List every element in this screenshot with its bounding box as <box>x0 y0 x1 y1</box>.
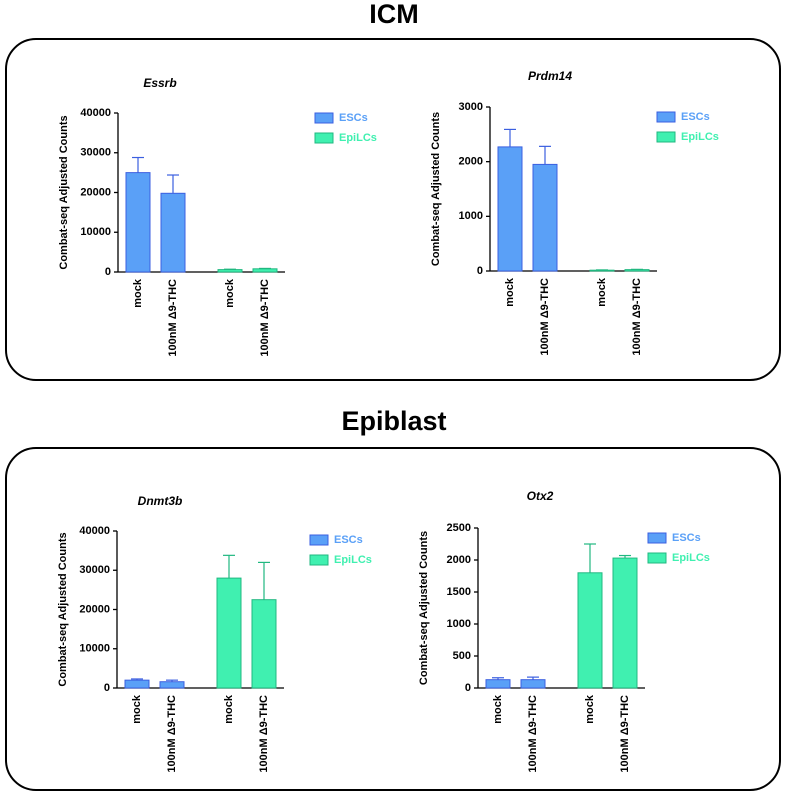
error-bar <box>223 555 235 578</box>
legend-label: EpiLCs <box>334 554 372 566</box>
legend-swatch <box>648 553 666 563</box>
x-tick-label: mock <box>131 694 143 724</box>
x-tick-label: mock <box>504 277 516 307</box>
y-tick-label: 1500 <box>447 586 471 598</box>
x-tick-label: mock <box>223 694 235 724</box>
y-axis-label: Combat-seq Adjusted Counts <box>58 115 70 269</box>
x-tick-label: 100nM Δ9-THC <box>619 695 631 773</box>
y-tick-label: 20000 <box>79 603 110 615</box>
bar <box>160 682 184 688</box>
x-tick-label: 100nM Δ9-THC <box>166 695 178 773</box>
y-tick-label: 0 <box>477 265 483 277</box>
chart-title: Otx2 <box>527 489 554 503</box>
panel-box <box>6 448 780 790</box>
y-tick-label: 2000 <box>459 156 483 168</box>
x-tick-label: mock <box>132 278 144 308</box>
x-tick-label: mock <box>492 694 504 724</box>
x-tick-label: mock <box>596 277 608 307</box>
error-bar <box>132 158 144 173</box>
legend-swatch <box>648 533 666 543</box>
error-bar <box>504 129 516 146</box>
y-tick-label: 40000 <box>79 525 110 537</box>
chart-title: Essrb <box>143 76 176 90</box>
bar <box>533 164 557 271</box>
error-bar <box>258 562 270 599</box>
bar <box>486 680 510 688</box>
y-tick-label: 10000 <box>79 643 110 655</box>
legend-label: ESCs <box>334 534 363 546</box>
y-tick-label: 3000 <box>459 101 483 113</box>
legend-swatch <box>310 555 328 565</box>
section-title: Epiblast <box>341 406 446 436</box>
y-tick-label: 0 <box>104 682 110 694</box>
legend-label: ESCs <box>672 532 701 544</box>
legend-swatch <box>657 112 675 122</box>
y-tick-label: 2000 <box>447 554 471 566</box>
error-bar <box>539 146 551 164</box>
bar <box>253 269 277 272</box>
y-tick-label: 40000 <box>80 107 111 119</box>
bar <box>578 573 602 688</box>
legend-swatch <box>310 535 328 545</box>
y-axis-label: Combat-seq Adjusted Counts <box>430 112 442 266</box>
y-axis-label: Combat-seq Adjusted Counts <box>57 532 69 686</box>
y-tick-label: 10000 <box>80 226 111 238</box>
bar <box>252 600 276 688</box>
error-bar <box>167 175 179 193</box>
y-axis-label: Combat-seq Adjusted Counts <box>418 531 430 685</box>
legend-swatch <box>315 113 333 123</box>
y-tick-label: 500 <box>453 650 471 662</box>
y-tick-label: 1000 <box>459 210 483 222</box>
x-tick-label: 100nM Δ9-THC <box>258 695 270 773</box>
x-tick-label: 100nM Δ9-THC <box>259 279 271 357</box>
bar <box>126 173 150 272</box>
legend-label: EpiLCs <box>672 552 710 564</box>
section-title: ICM <box>369 0 419 29</box>
chart-title: Prdm14 <box>528 69 572 83</box>
bar <box>125 680 149 688</box>
bar <box>498 147 522 271</box>
legend-swatch <box>315 133 333 143</box>
x-tick-label: mock <box>224 278 236 308</box>
bar <box>217 578 241 688</box>
legend-swatch <box>657 132 675 142</box>
y-tick-label: 0 <box>105 266 111 278</box>
bar <box>521 680 545 688</box>
y-tick-label: 20000 <box>80 186 111 198</box>
bar <box>218 270 242 272</box>
x-tick-label: 100nM Δ9-THC <box>631 278 643 356</box>
bar <box>613 558 637 688</box>
chart-title: Dnmt3b <box>138 494 183 508</box>
x-tick-label: 100nM Δ9-THC <box>167 279 179 357</box>
legend-label: ESCs <box>681 111 710 123</box>
x-tick-label: 100nM Δ9-THC <box>539 278 551 356</box>
y-tick-label: 30000 <box>79 564 110 576</box>
legend-label: EpiLCs <box>681 131 719 143</box>
panel-box <box>6 39 780 380</box>
y-tick-label: 2500 <box>447 522 471 534</box>
y-tick-label: 0 <box>465 682 471 694</box>
error-bar <box>584 544 596 573</box>
y-tick-label: 30000 <box>80 147 111 159</box>
x-tick-label: 100nM Δ9-THC <box>527 695 539 773</box>
x-tick-label: mock <box>584 694 596 724</box>
bar <box>161 193 185 272</box>
legend-label: EpiLCs <box>339 132 377 144</box>
legend-label: ESCs <box>339 112 368 124</box>
y-tick-label: 1000 <box>447 618 471 630</box>
